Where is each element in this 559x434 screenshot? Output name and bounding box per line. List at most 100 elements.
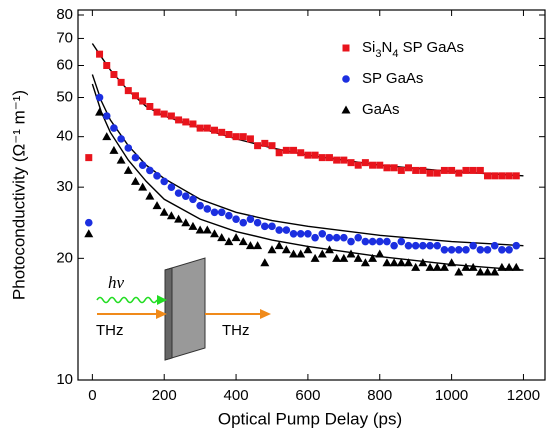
marker (375, 237, 384, 246)
marker (311, 233, 319, 242)
marker (490, 241, 499, 250)
marker (95, 107, 105, 116)
marker (511, 262, 521, 271)
marker (347, 237, 355, 246)
marker (318, 230, 327, 238)
marker (455, 169, 463, 177)
marker (347, 159, 355, 167)
marker (310, 253, 320, 262)
marker (182, 118, 190, 126)
marker (210, 229, 220, 238)
marker (512, 172, 520, 180)
marker (232, 133, 240, 141)
marker (304, 151, 312, 159)
marker (318, 154, 326, 162)
y-tick-label: 50 (56, 88, 73, 105)
marker (123, 165, 133, 174)
marker (461, 262, 471, 271)
x-tick-label: 200 (152, 387, 177, 404)
marker (188, 221, 198, 230)
marker (504, 262, 514, 271)
marker (124, 87, 132, 95)
marker (325, 233, 334, 242)
marker (339, 253, 349, 262)
inset: hν THz THz (96, 257, 271, 361)
marker (253, 241, 263, 250)
marker (196, 201, 204, 210)
marker (167, 183, 176, 191)
marker (390, 164, 398, 172)
marker (447, 258, 457, 267)
marker (468, 262, 478, 271)
marker (246, 215, 255, 223)
legend-marker (341, 105, 351, 114)
marker (383, 237, 391, 246)
marker (95, 93, 104, 102)
marker (368, 237, 377, 246)
marker (239, 218, 248, 227)
marker (426, 169, 434, 177)
marker (490, 267, 500, 276)
marker (412, 166, 420, 174)
marker (167, 112, 175, 120)
marker (376, 161, 384, 169)
marker (153, 108, 161, 116)
marker (440, 245, 449, 254)
marker (354, 233, 363, 242)
y-tick-label: 70 (56, 29, 73, 46)
marker (389, 258, 399, 267)
marker (224, 237, 234, 246)
marker (225, 211, 233, 220)
marker (253, 218, 262, 227)
marker (130, 176, 140, 185)
marker (439, 262, 449, 271)
x-tick-label: 1200 (507, 387, 540, 404)
x-tick-label: 0 (88, 387, 96, 404)
marker (282, 146, 290, 154)
marker (433, 241, 442, 250)
marker (353, 253, 363, 262)
marker (333, 156, 341, 164)
marker (454, 245, 463, 254)
marker (382, 258, 392, 267)
marker (290, 146, 298, 154)
marker (131, 92, 139, 100)
marker (368, 253, 378, 262)
marker (110, 124, 118, 132)
marker (483, 245, 492, 254)
marker (360, 258, 370, 267)
marker (195, 225, 205, 234)
marker (116, 155, 126, 164)
marker (425, 262, 435, 271)
marker (84, 229, 94, 238)
marker (166, 211, 176, 220)
marker (340, 233, 348, 242)
marker (96, 50, 104, 58)
marker (138, 182, 148, 191)
marker (454, 267, 464, 276)
marker (174, 214, 184, 223)
x-tick-label: 600 (295, 387, 320, 404)
marker (211, 126, 219, 134)
pump-arrowhead (157, 295, 167, 305)
marker (346, 249, 356, 258)
marker (433, 169, 441, 177)
marker (260, 258, 270, 267)
marker (218, 128, 226, 136)
marker (124, 144, 133, 152)
marker (432, 262, 442, 271)
thz-out-head (260, 309, 271, 319)
marker (311, 151, 319, 159)
marker (245, 241, 255, 250)
marker (498, 172, 506, 180)
marker (189, 120, 197, 128)
marker (369, 161, 377, 169)
slab-side (164, 267, 173, 361)
x-tick-label: 400 (224, 387, 249, 404)
marker (152, 201, 162, 210)
marker (498, 245, 506, 254)
marker (403, 258, 413, 267)
marker (475, 267, 485, 276)
inset-label: hν (108, 273, 125, 292)
